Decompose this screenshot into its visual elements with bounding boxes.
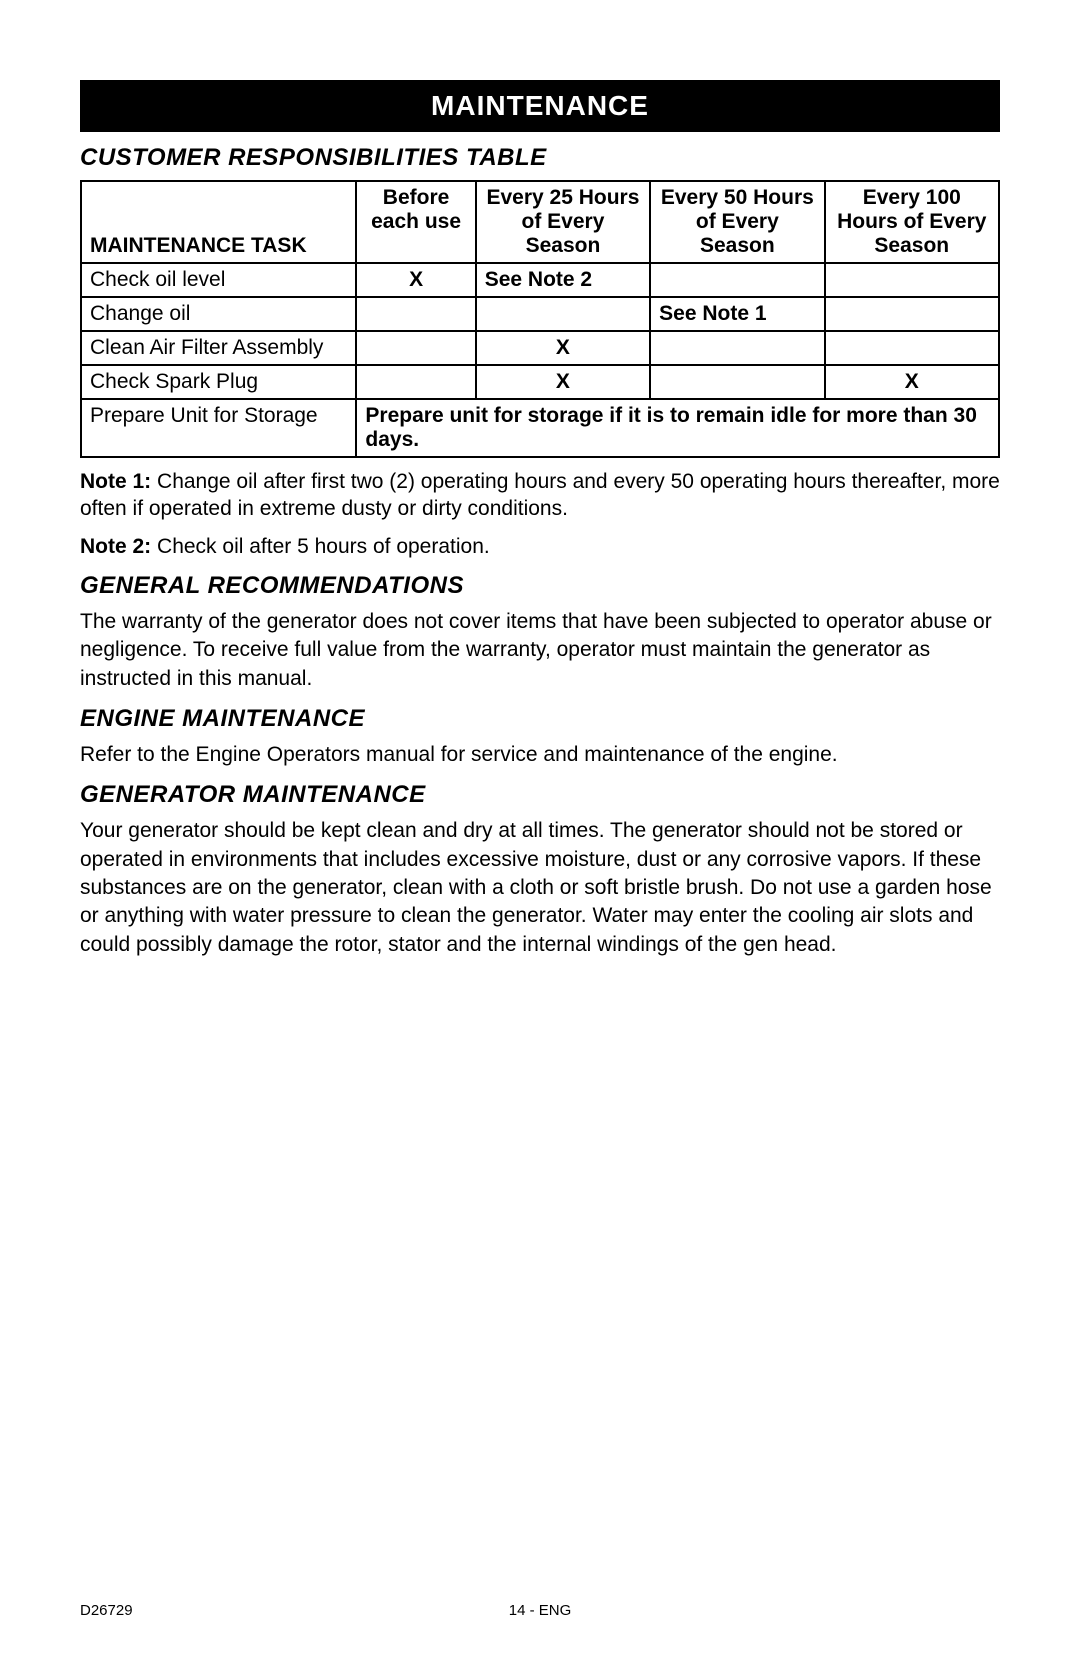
cell: X — [476, 365, 650, 399]
cell: X — [825, 365, 999, 399]
cell — [825, 263, 999, 297]
cell: See Note 1 — [650, 297, 824, 331]
table-row: Clean Air Filter Assembly X — [81, 331, 999, 365]
cell — [356, 297, 475, 331]
cell — [650, 365, 824, 399]
table-row: Check Spark Plug X X — [81, 365, 999, 399]
cell — [476, 297, 650, 331]
section-generator-maintenance-body: Your generator should be kept clean and … — [80, 817, 1000, 959]
task-cell: Check oil level — [81, 263, 356, 297]
table-header-row: MAINTENANCE TASK Before each use Every 2… — [81, 181, 999, 263]
note-1-text: Change oil after first two (2) operating… — [80, 470, 1000, 520]
table-row: Change oil See Note 1 — [81, 297, 999, 331]
col-100h: Every 100 Hours of Every Season — [825, 181, 999, 263]
maintenance-table: MAINTENANCE TASK Before each use Every 2… — [80, 180, 1000, 458]
col-25h: Every 25 Hours of Every Season — [476, 181, 650, 263]
task-cell: Clean Air Filter Assembly — [81, 331, 356, 365]
section-customer-responsibilities-title: CUSTOMER RESPONSIBILITIES TABLE — [80, 144, 1000, 172]
task-cell: Change oil — [81, 297, 356, 331]
section-generator-maintenance-title: GENERATOR MAINTENANCE — [80, 781, 1000, 809]
storage-span-cell: Prepare unit for storage if it is to rem… — [356, 399, 999, 457]
cell: X — [476, 331, 650, 365]
page-footer: D26729 14 - ENG — [80, 1602, 1000, 1619]
cell: See Note 2 — [476, 263, 650, 297]
notes-block: Note 1: Change oil after first two (2) o… — [80, 468, 1000, 560]
section-general-recommendations-body: The warranty of the generator does not c… — [80, 608, 1000, 693]
section-general-recommendations-title: GENERAL RECOMMENDATIONS — [80, 572, 1000, 600]
section-engine-maintenance-title: ENGINE MAINTENANCE — [80, 705, 1000, 733]
cell: X — [356, 263, 475, 297]
cell — [356, 365, 475, 399]
cell — [650, 263, 824, 297]
task-cell: Prepare Unit for Storage — [81, 399, 356, 457]
section-engine-maintenance-body: Refer to the Engine Operators manual for… — [80, 741, 1000, 769]
cell — [825, 331, 999, 365]
col-50h: Every 50 Hours of Every Season — [650, 181, 824, 263]
cell — [356, 331, 475, 365]
note-2-label: Note 2: — [80, 535, 151, 558]
note-2: Note 2: Check oil after 5 hours of opera… — [80, 533, 1000, 560]
banner-title: MAINTENANCE — [80, 80, 1000, 132]
col-before-use: Before each use — [356, 181, 475, 263]
footer-page-number: 14 - ENG — [509, 1602, 572, 1619]
cell — [650, 331, 824, 365]
note-1-label: Note 1: — [80, 470, 151, 493]
task-cell: Check Spark Plug — [81, 365, 356, 399]
page-content: MAINTENANCE CUSTOMER RESPONSIBILITIES TA… — [0, 0, 1080, 959]
note-1: Note 1: Change oil after first two (2) o… — [80, 468, 1000, 523]
table-row-storage: Prepare Unit for Storage Prepare unit fo… — [81, 399, 999, 457]
footer-doc-id: D26729 — [80, 1602, 133, 1619]
col-task: MAINTENANCE TASK — [81, 181, 356, 263]
note-2-text: Check oil after 5 hours of operation. — [157, 535, 490, 558]
table-row: Check oil level X See Note 2 — [81, 263, 999, 297]
cell — [825, 297, 999, 331]
